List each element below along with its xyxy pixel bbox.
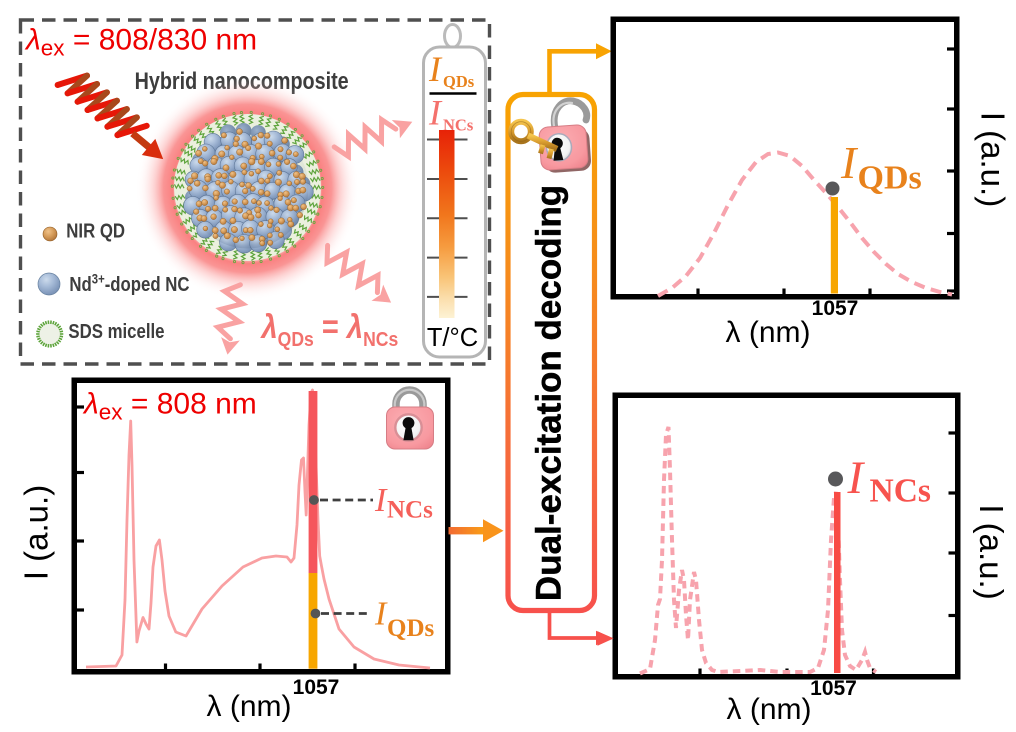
svg-text:λ (nm): λ (nm)	[207, 690, 292, 723]
svg-text:I (a.u.): I (a.u.)	[975, 112, 1012, 207]
svg-text:QDs: QDs	[387, 615, 435, 642]
svg-text:Dual-excitation decoding: Dual-excitation decoding	[530, 185, 569, 601]
svg-text:I (a.u.): I (a.u.)	[973, 504, 1010, 599]
svg-text:1057: 1057	[293, 676, 340, 699]
svg-text:I: I	[428, 49, 443, 89]
svg-text:T/°C: T/°C	[427, 324, 478, 352]
svg-text:I: I	[847, 452, 866, 504]
svg-text:λ (nm): λ (nm)	[726, 316, 811, 349]
svg-text:I: I	[428, 93, 443, 133]
svg-text:QDs: QDs	[858, 160, 922, 197]
svg-text:I: I	[840, 137, 859, 188]
svg-text:NCs: NCs	[870, 473, 931, 510]
svg-text:I: I	[374, 596, 388, 633]
svg-text:λex = 808 nm: λex = 808 nm	[82, 388, 257, 425]
svg-text:Nd3+-doped NC: Nd3+-doped NC	[69, 271, 189, 295]
svg-text:NCs: NCs	[443, 116, 474, 135]
svg-text:I: I	[374, 482, 388, 519]
svg-text:1057: 1057	[810, 677, 857, 700]
svg-text:NCs: NCs	[387, 497, 433, 524]
svg-text:QDs: QDs	[443, 72, 475, 91]
svg-text:I (a.u.): I (a.u.)	[18, 485, 55, 580]
svg-text:NIR QD: NIR QD	[66, 219, 125, 242]
svg-text:λex = 808/830 nm: λex = 808/830 nm	[24, 24, 257, 61]
svg-text:SDS micelle: SDS micelle	[68, 319, 164, 342]
svg-text:λQDs = λNCs: λQDs = λNCs	[260, 308, 399, 350]
svg-text:λ (nm): λ (nm)	[727, 693, 812, 726]
svg-text:1057: 1057	[812, 297, 859, 320]
